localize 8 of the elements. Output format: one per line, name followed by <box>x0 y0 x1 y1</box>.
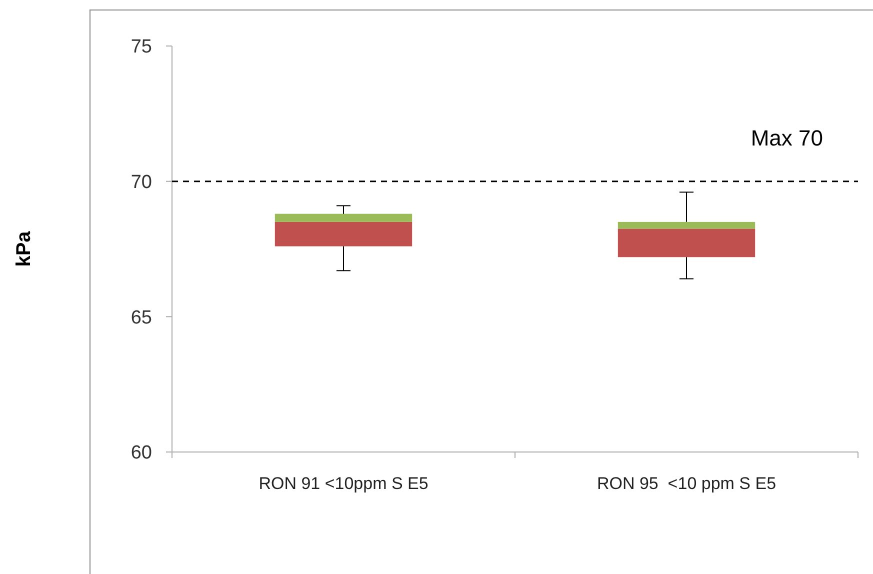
y-tick-label: 65 <box>130 307 152 328</box>
y-tick-label: 75 <box>130 36 152 58</box>
y-axis-title: kPa <box>13 230 35 267</box>
y-tick-label: 70 <box>130 172 152 193</box>
ref-line-label: Max 70 <box>750 125 823 150</box>
x-tick-label: RON 95 <10 ppm S E5 <box>596 474 776 493</box>
x-tick-label: RON 91 <10ppm S E5 <box>258 474 428 493</box>
y-tick-label: 60 <box>130 442 152 464</box>
